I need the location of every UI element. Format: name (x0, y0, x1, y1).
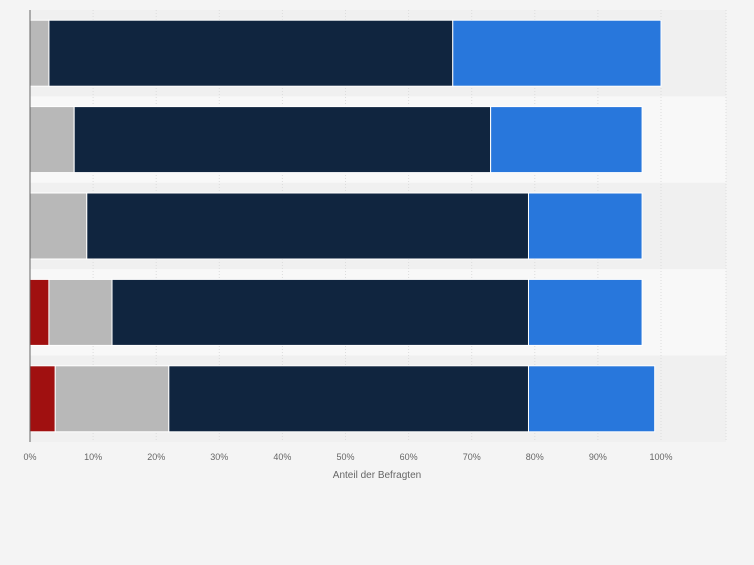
x-tick-labels: 0% 10% 20% 30% 40% 50% 60% 70% 80% 90% 100% (23, 452, 672, 462)
bar-segment (29, 365, 56, 433)
bar-segment (48, 278, 113, 346)
bar-segment (490, 106, 643, 174)
x-tick-label: 10% (84, 452, 102, 462)
bar-segment (452, 19, 662, 87)
x-tick-label: 70% (463, 452, 481, 462)
x-tick-label: 20% (147, 452, 165, 462)
bar-segment (86, 192, 529, 260)
bar-segment (29, 106, 75, 174)
bar-segment (29, 19, 50, 87)
bar-segment (168, 365, 529, 433)
bar-segment (527, 365, 656, 433)
x-tick-label: 80% (526, 452, 544, 462)
x-tick-label: 100% (649, 452, 672, 462)
x-axis-title: Anteil der Befragten (333, 470, 421, 481)
x-tick-label: 30% (210, 452, 228, 462)
bar-segment (73, 106, 492, 174)
x-tick-label: 0% (23, 452, 36, 462)
bar-segment (527, 278, 643, 346)
x-tick-label: 50% (336, 452, 354, 462)
bar-segment (29, 278, 50, 346)
x-tick-label: 60% (400, 452, 418, 462)
bar-segment (29, 192, 88, 260)
bar-segment (54, 365, 170, 433)
bars (29, 19, 662, 433)
bar-segment (111, 278, 529, 346)
x-tick-label: 40% (273, 452, 291, 462)
x-tick-label: 90% (589, 452, 607, 462)
bar-segment (48, 19, 454, 87)
bar-segment (527, 192, 643, 260)
